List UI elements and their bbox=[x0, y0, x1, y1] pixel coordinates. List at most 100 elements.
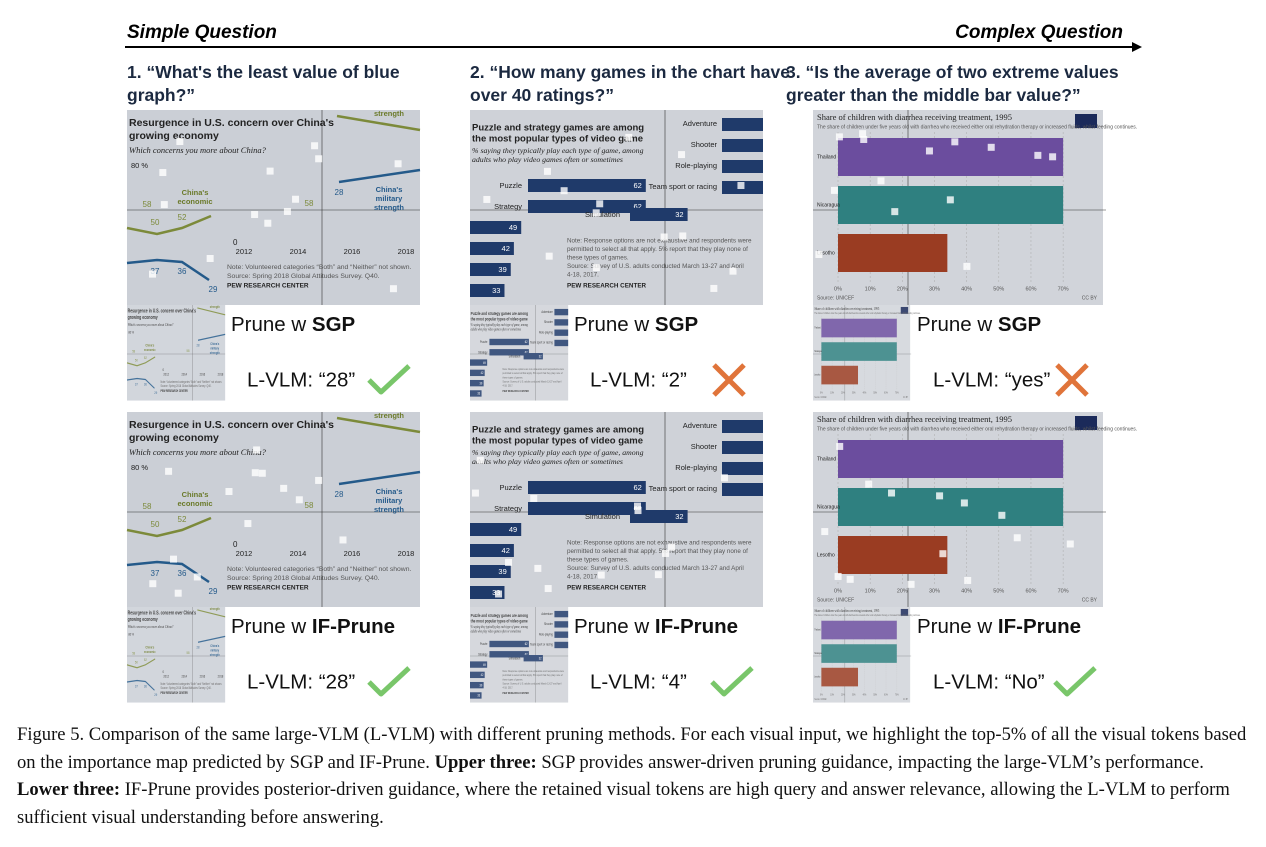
chart-text: % saying they typically play each type o… bbox=[472, 448, 644, 457]
chart-text: 62 bbox=[633, 483, 641, 492]
chart-text: 50 bbox=[151, 520, 160, 529]
method-label: Prune w IF-Prune bbox=[917, 615, 1081, 638]
method-label: Prune w IF-Prune bbox=[574, 615, 738, 638]
token-highlight bbox=[530, 494, 538, 502]
chart-text: economic bbox=[177, 197, 212, 206]
chart-text: 40% bbox=[961, 286, 972, 292]
bar bbox=[722, 441, 763, 454]
chart-text: 2018 bbox=[398, 549, 415, 558]
chart-text: 50 bbox=[151, 218, 160, 227]
bar bbox=[528, 179, 646, 192]
chart-text: the most popular types of video game bbox=[472, 134, 643, 145]
chart-text: 32 bbox=[675, 512, 683, 521]
chart-text: 28 bbox=[335, 188, 344, 197]
method-name: SGP bbox=[312, 313, 355, 336]
token-highlight bbox=[225, 488, 233, 496]
chart-text: 33 bbox=[492, 286, 500, 295]
method-label: Prune w SGP bbox=[574, 313, 698, 336]
thumbnail-image bbox=[126, 303, 226, 402]
token-highlight bbox=[662, 549, 670, 557]
token-highlight bbox=[625, 133, 633, 141]
chart-text: Adventure bbox=[683, 421, 717, 430]
token-highlight bbox=[597, 571, 605, 579]
chart-text: Source: Survey of U.S. adults conducted … bbox=[567, 263, 744, 270]
token-highlight bbox=[678, 151, 686, 159]
thumbnail bbox=[126, 303, 226, 402]
chart-text: 2012 bbox=[236, 247, 253, 256]
header-right: Complex Question bbox=[955, 22, 1123, 43]
chart-text: % saying they typically play each type o… bbox=[472, 146, 644, 155]
thumbnail-image bbox=[812, 304, 922, 401]
chart-text: Strategy bbox=[494, 202, 522, 211]
token-highlight bbox=[545, 252, 553, 260]
chart-text: Thailand bbox=[817, 456, 836, 462]
token-highlight bbox=[951, 138, 959, 146]
check-icon bbox=[367, 364, 411, 395]
token-highlight bbox=[170, 555, 178, 563]
thumbnail-image bbox=[812, 606, 922, 703]
chart-text: Shooter bbox=[691, 442, 718, 451]
chart-text: 20% bbox=[897, 286, 908, 292]
token-highlight bbox=[160, 201, 168, 209]
chart-text: Lesotho bbox=[817, 250, 835, 256]
token-highlight bbox=[860, 135, 868, 143]
token-highlight bbox=[877, 177, 885, 185]
chart-text: Nicaragua bbox=[817, 504, 840, 510]
thumbnail-image bbox=[469, 606, 569, 703]
chart-text: 4-18, 2017. bbox=[567, 272, 599, 279]
thumbnail bbox=[469, 304, 569, 401]
caption-segment: IF-Prune provides posterior-driven guida… bbox=[17, 779, 1235, 828]
token-highlight bbox=[998, 511, 1006, 519]
bar bbox=[528, 481, 646, 494]
answer: L-VLM: “2” bbox=[590, 368, 687, 391]
chart-text: 50% bbox=[993, 588, 1004, 594]
chart-text: 49 bbox=[509, 223, 517, 232]
token-highlight bbox=[834, 572, 842, 580]
chart-text: Which concerns you more about China? bbox=[129, 447, 267, 457]
token-highlight bbox=[634, 507, 642, 515]
chart-text: permitted to select all that apply. 5% r… bbox=[567, 548, 748, 555]
token-highlight bbox=[251, 469, 259, 477]
chart-text: these types of games. bbox=[567, 255, 629, 262]
token-highlight bbox=[846, 575, 854, 583]
answer: L-VLM: “28” bbox=[247, 670, 355, 693]
chart-text: 29 bbox=[209, 587, 218, 596]
chart-text: Source: UNICEF bbox=[817, 597, 854, 603]
token-highlight bbox=[865, 480, 873, 488]
method-prefix: Prune w bbox=[574, 313, 655, 336]
chart-text: 32 bbox=[675, 210, 683, 219]
chart-text: 20% bbox=[897, 588, 908, 594]
chart-text: The share of children under five years o… bbox=[817, 124, 1137, 130]
chart-text: 0% bbox=[834, 588, 842, 594]
chart-text: The share of children under five years o… bbox=[817, 426, 1137, 432]
chart-text: Note: Response options are not exhaustiv… bbox=[567, 540, 752, 547]
chart-text: 39 bbox=[498, 265, 506, 274]
chart-text: strength bbox=[374, 411, 404, 420]
token-highlight bbox=[253, 446, 261, 454]
answer: L-VLM: “28” bbox=[247, 368, 355, 391]
chart-text: 58 bbox=[305, 501, 314, 510]
chart-text: PEW RESEARCH CENTER bbox=[227, 283, 309, 290]
chart-text: Source: Survey of U.S. adults conducted … bbox=[567, 565, 744, 572]
method-label: Prune w SGP bbox=[917, 313, 1041, 336]
caption-segment: SGP provides answer-driven pruning guida… bbox=[536, 751, 1209, 773]
method-prefix: Prune w bbox=[231, 313, 312, 336]
token-highlight bbox=[592, 264, 600, 272]
chart-text: CC BY bbox=[1082, 597, 1098, 603]
chart-text: 80 % bbox=[131, 161, 148, 170]
bar bbox=[838, 138, 1064, 176]
chart-text: economic bbox=[177, 499, 212, 508]
chart-image: Resurgence in U.S. concern over China'sg… bbox=[126, 109, 421, 305]
bar bbox=[722, 160, 763, 173]
thumbnail-image bbox=[126, 605, 226, 704]
token-highlight bbox=[925, 147, 933, 155]
token-highlight bbox=[667, 543, 675, 551]
chart-text: 28 bbox=[335, 490, 344, 499]
token-highlight bbox=[1049, 153, 1057, 161]
bar bbox=[630, 208, 688, 221]
chart-text: permitted to select all that apply. 5% r… bbox=[567, 246, 748, 253]
chart-text: 30% bbox=[929, 286, 940, 292]
chart-text: Team sport or racing bbox=[649, 484, 717, 493]
